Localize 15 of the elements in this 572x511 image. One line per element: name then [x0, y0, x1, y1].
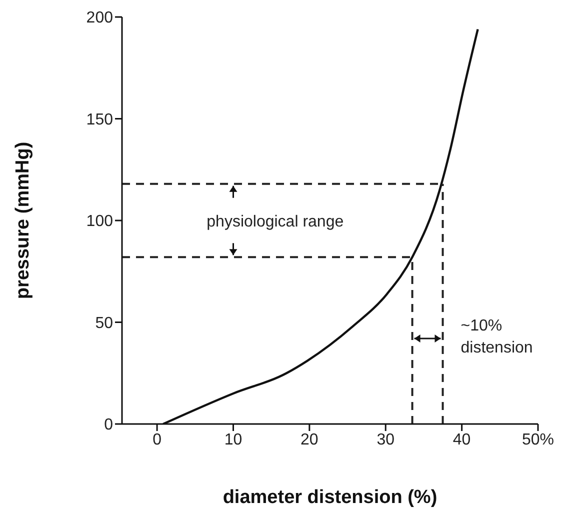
y-tick-label: 150: [86, 111, 114, 128]
y-tick-label: 200: [86, 10, 114, 27]
x-tick-label: 20: [300, 431, 318, 448]
x-tick-label: 0: [152, 431, 162, 448]
y-tick-label: 50: [95, 314, 114, 332]
annotation: ~10% distension: [460, 317, 533, 356]
x-tick-label: 40: [452, 431, 471, 448]
y-tick-label: 100: [86, 213, 114, 230]
y-tick-label: 0: [104, 416, 114, 434]
x-tick-label: 10: [224, 431, 242, 448]
x-axis-title: diameter distension (%): [222, 487, 438, 508]
y-axis-title: pressure (mmHg): [12, 142, 34, 300]
x-tick-label: 50%: [522, 431, 554, 448]
annotation: physiological range: [206, 214, 344, 230]
x-tick-label: 30: [376, 431, 395, 448]
